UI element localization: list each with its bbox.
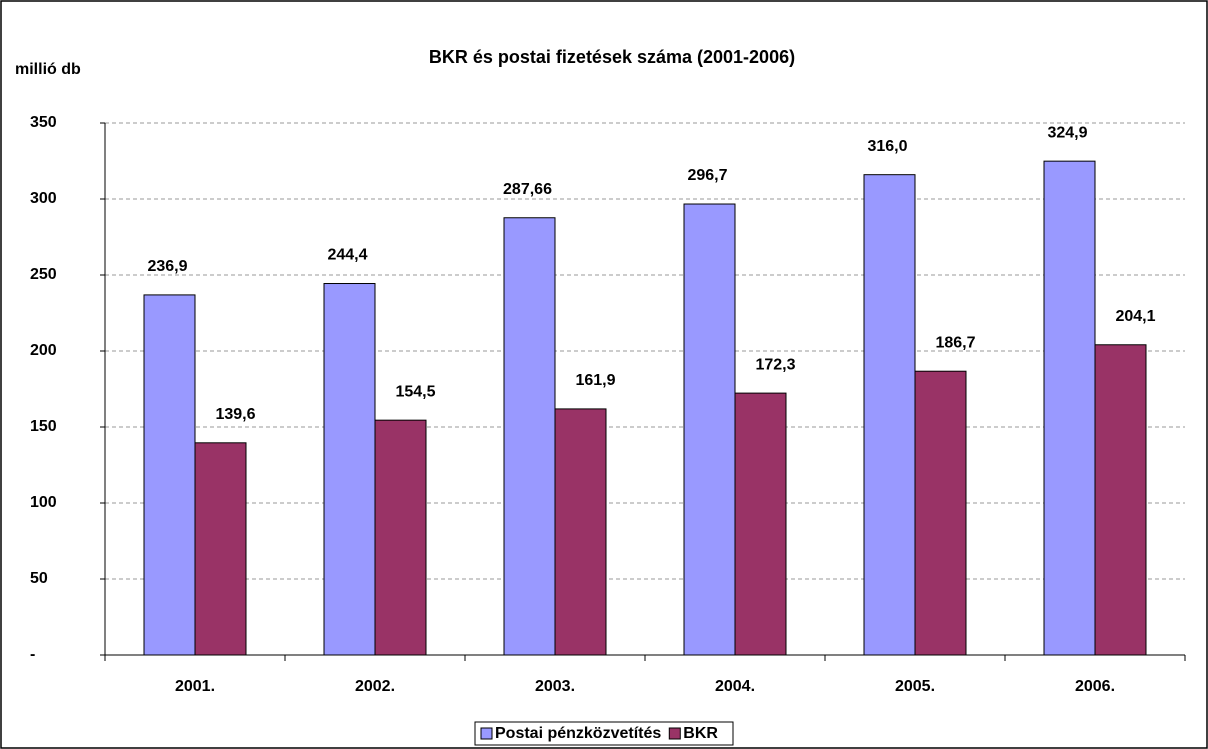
x-tick-label: 2003. <box>535 678 575 695</box>
y-tick-label: 50 <box>30 570 48 587</box>
bar <box>323 283 376 656</box>
bar <box>1094 344 1147 656</box>
y-tick-label: 150 <box>30 418 57 435</box>
bar <box>554 408 607 656</box>
bar <box>194 442 247 656</box>
data-label: 324,9 <box>1047 124 1087 141</box>
legend-swatch <box>668 727 681 740</box>
y-tick-label: - <box>30 646 35 663</box>
bar <box>683 203 736 656</box>
data-label: 161,9 <box>575 372 615 389</box>
bar <box>863 174 916 656</box>
y-tick-label: 300 <box>30 190 57 207</box>
x-tick-label: 2002. <box>355 678 395 695</box>
data-label: 172,3 <box>755 356 795 373</box>
legend-swatch <box>480 727 493 740</box>
bar <box>143 294 196 656</box>
data-label: 236,9 <box>147 258 187 275</box>
data-label: 296,7 <box>687 167 727 184</box>
legend-box <box>474 721 734 746</box>
chart-title: BKR és postai fizetések száma (2001-2006… <box>429 47 795 67</box>
bar <box>503 217 556 656</box>
x-tick-label: 2001. <box>175 678 215 695</box>
x-tick-label: 2004. <box>715 678 755 695</box>
data-label: 204,1 <box>1115 308 1155 325</box>
data-label: 139,6 <box>215 406 255 423</box>
bar <box>914 370 967 656</box>
bar <box>734 392 787 656</box>
x-tick-label: 2005. <box>895 678 935 695</box>
y-tick-label: 350 <box>30 114 57 131</box>
y-tick-label: 100 <box>30 494 57 511</box>
legend-label: Postai pénzközvetítés <box>495 725 661 742</box>
data-label: 316,0 <box>867 138 907 155</box>
data-label: 154,5 <box>395 383 435 400</box>
y-axis-label: millió db <box>15 61 81 78</box>
data-label: 186,7 <box>935 334 975 351</box>
x-tick-label: 2006. <box>1075 678 1115 695</box>
y-tick-label: 250 <box>30 266 57 283</box>
y-tick-label: 200 <box>30 342 57 359</box>
legend-label: BKR <box>683 725 718 742</box>
data-label: 287,66 <box>503 181 552 198</box>
bar <box>374 419 427 656</box>
bar <box>1043 160 1096 656</box>
data-label: 244,4 <box>327 247 367 264</box>
